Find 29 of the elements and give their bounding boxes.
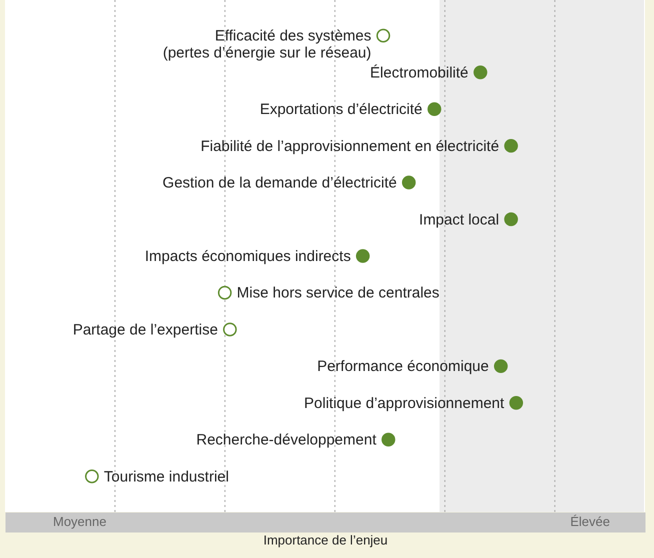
- point: [428, 102, 442, 116]
- y-tick-label: Partage de l’expertise: [72, 321, 218, 338]
- x-axis-title: Importance de l’enjeu: [263, 532, 388, 548]
- y-tick-label: Impacts économiques indirects: [144, 248, 351, 265]
- y-tick-label: Efficacité des systèmes (pertes d’énergie sur le réseau): [162, 28, 372, 62]
- point: [509, 396, 524, 410]
- y-tick-label: Politique d’approvisionnement: [304, 394, 505, 412]
- point: [474, 65, 488, 80]
- point: [85, 470, 99, 484]
- y-tick-label: Électromobilité: [370, 63, 468, 82]
- point: [504, 138, 518, 153]
- point: [382, 432, 396, 447]
- y-tick-label: Impact local: [419, 211, 500, 228]
- y-tick-label: Fiabilité de l’approvisionnement en électricité: [200, 138, 500, 155]
- point: [218, 286, 232, 300]
- y-tick-label: Exportations d’électricité: [260, 101, 422, 118]
- point: [402, 176, 416, 190]
- y-tick-label: Tourisme industriel: [104, 468, 229, 486]
- point: [494, 359, 508, 374]
- y-tick-label: Performance économique: [317, 358, 489, 376]
- y-tick-label: Recherche-développement: [196, 432, 378, 449]
- point: [356, 249, 370, 263]
- text: Moyenne: [53, 514, 106, 529]
- text: Élevée: [570, 514, 610, 529]
- point: [504, 212, 518, 226]
- y-tick-label: Mise hors service de centrales: [236, 284, 440, 302]
- y-tick-label: Gestion de la demande d’électricité: [162, 174, 397, 192]
- point: [376, 28, 390, 42]
- point: [223, 322, 237, 336]
